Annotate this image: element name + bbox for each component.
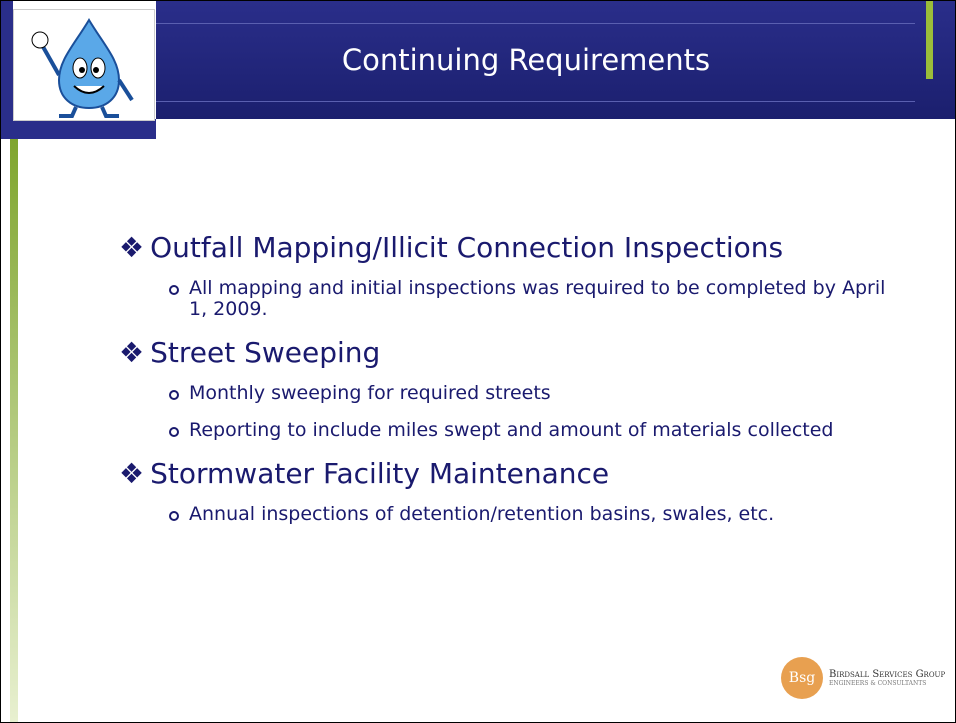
slide-title: Continuing Requirements	[341, 43, 711, 77]
section-heading: Stormwater Facility Maintenance	[119, 457, 899, 490]
section-heading: Outfall Mapping/Illicit Connection Inspe…	[119, 231, 899, 264]
section-heading: Street Sweeping	[119, 336, 899, 369]
left-accent	[10, 139, 18, 722]
accent-bar	[926, 1, 933, 79]
bullet: Reporting to include miles swept and amo…	[169, 419, 899, 441]
rule	[156, 23, 915, 24]
left-band	[1, 119, 156, 139]
logo-name: Birdsall Services Group	[829, 669, 946, 680]
mascot-icon	[13, 9, 155, 121]
bullet: Monthly sweeping for required streets	[169, 382, 899, 404]
content: Outfall Mapping/Illicit Connection Inspe…	[119, 223, 899, 540]
rule	[156, 101, 915, 102]
logo-mark: Bsg	[781, 657, 823, 699]
top-band	[1, 1, 13, 119]
title-bar: Continuing Requirements	[156, 1, 955, 119]
bullet: All mapping and initial inspections was …	[169, 278, 899, 320]
logo-tagline: Engineers & Consultants	[829, 680, 927, 687]
company-logo: Bsg Birdsall Services Group Engineers & …	[781, 657, 945, 699]
bullet: Annual inspections of detention/retentio…	[169, 503, 899, 525]
